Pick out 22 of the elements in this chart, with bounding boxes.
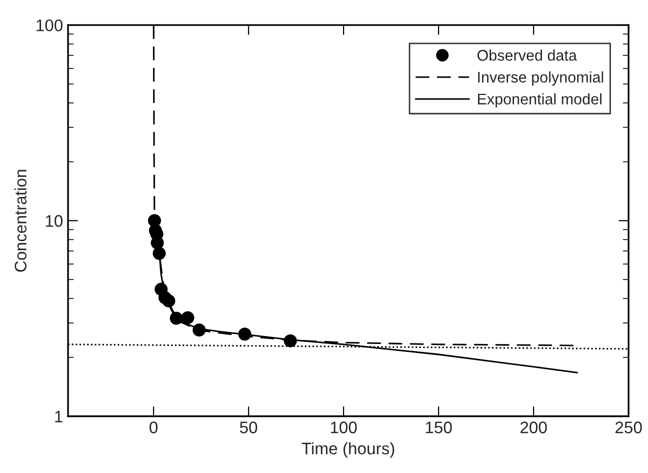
point: [181, 311, 194, 324]
x-tick-label: 200: [520, 422, 547, 434]
point: [238, 328, 252, 341]
y-tick-label: 1: [55, 410, 62, 422]
y-tick-label: 10: [46, 215, 63, 227]
y-tick-label: 100: [36, 19, 63, 32]
y-axis-title: Concentration: [14, 170, 27, 272]
point: [170, 312, 183, 325]
x-axis-title: Time (hours): [302, 442, 394, 458]
point: [150, 236, 164, 250]
legend-label: Exponential model: [478, 93, 602, 108]
point: [162, 294, 176, 308]
x-tick-label: 150: [426, 422, 452, 434]
legend-label: Inverse polynomial: [478, 71, 604, 86]
legend-label: Observed data: [477, 50, 577, 61]
point: [192, 324, 206, 337]
x-tick-label: 0: [150, 422, 158, 434]
x-tick-label: 50: [240, 422, 258, 434]
x-tick-label: 100: [330, 422, 357, 434]
point: [152, 246, 166, 260]
point: [284, 334, 297, 348]
x-tick-label: 250: [615, 422, 642, 434]
